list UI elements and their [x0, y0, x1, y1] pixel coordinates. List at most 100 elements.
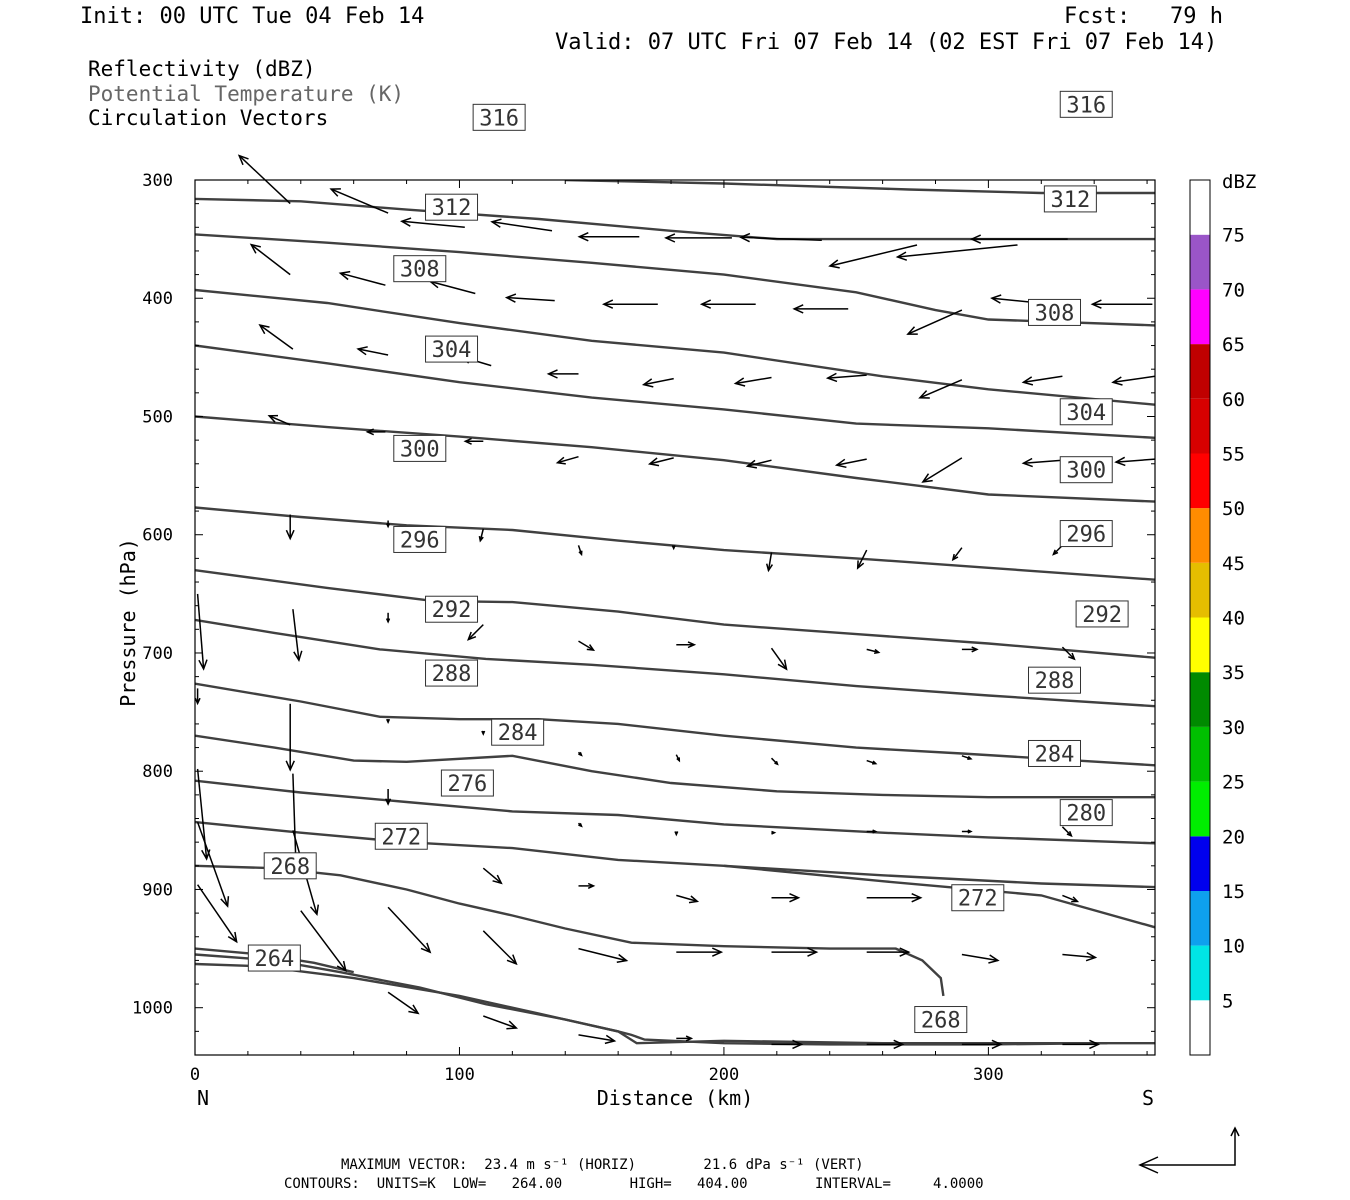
contour-label-316: 316 [479, 106, 519, 131]
contour-label-box [263, 852, 317, 880]
circulation-vector [961, 953, 1000, 964]
forecast-hour: Fcst: 79 h [1064, 4, 1223, 29]
contour-label-box [425, 659, 479, 687]
circulation-vector [866, 1039, 905, 1050]
y-tick-label: 300 [142, 171, 173, 191]
circulation-vector [329, 188, 389, 214]
circulation-vector [490, 218, 553, 232]
circulation-vector [866, 947, 911, 957]
contour-label-268: 268 [921, 1009, 961, 1034]
circulation-vector [699, 299, 756, 309]
circulation-vector [1062, 951, 1098, 962]
circulation-vector [765, 552, 774, 573]
circulation-vector [577, 822, 583, 828]
colorbar-title: dBZ [1222, 171, 1256, 193]
circulation-vector [1021, 457, 1063, 468]
circulation-vector [387, 991, 420, 1015]
contour-label-288: 288 [1035, 669, 1075, 694]
circulation-vector [647, 457, 674, 467]
y-tick-label: 900 [142, 880, 173, 900]
contour-label-box [1059, 90, 1113, 118]
circulation-vector [385, 789, 392, 806]
colorbar-bin [1190, 453, 1210, 509]
colorbar-bin [1190, 890, 1210, 946]
contour-label-box [472, 103, 526, 131]
colorbar-tick-label: 70 [1222, 279, 1245, 301]
contour-label-box [1059, 799, 1113, 827]
circulation-vector [386, 520, 391, 529]
circulation-vector [771, 947, 819, 957]
contour-label-box [1028, 298, 1082, 326]
circulation-vector [828, 244, 918, 269]
contour-label-box [247, 944, 301, 972]
contour-label-300: 300 [400, 437, 440, 462]
x-tick-label: 100 [444, 1065, 475, 1085]
circulation-vector [1061, 826, 1073, 838]
circulation-vector [676, 947, 724, 957]
circulation-vector [577, 751, 583, 757]
contour-label-280: 280 [1066, 802, 1106, 827]
circulation-vector [577, 232, 640, 242]
circulation-vector [771, 893, 801, 903]
contour-label-288: 288 [432, 662, 472, 687]
circulation-vector [961, 755, 973, 760]
circulation-vector [921, 457, 963, 483]
circulation-vector [676, 641, 697, 649]
circulation-vector [834, 458, 867, 469]
circulation-vector [641, 377, 674, 388]
contour-label-304: 304 [1066, 401, 1106, 426]
colorbar-bin [1190, 180, 1210, 235]
circulation-vector [1062, 1039, 1101, 1050]
contour-label-272: 272 [958, 887, 998, 912]
circulation-vector [676, 1035, 694, 1042]
circulation-vector [969, 234, 1068, 244]
colorbar-bin [1190, 398, 1210, 454]
contour-label-296: 296 [1066, 523, 1106, 548]
y-axis-title: Pressure (hPa) [116, 538, 140, 707]
circulation-vector [555, 455, 579, 465]
contour-label-box [1028, 739, 1082, 767]
circulation-vector [194, 688, 201, 706]
theta-contour-276 [723, 864, 1155, 929]
theta-contour-312 [195, 288, 1155, 406]
contour-label-316: 316 [1066, 93, 1106, 118]
circulation-vector [258, 324, 294, 350]
circulation-vector [578, 947, 629, 964]
y-tick-label: 800 [142, 762, 173, 782]
circulation-vector [399, 217, 465, 229]
colorbar-bin [1190, 1000, 1210, 1055]
circulation-vector [196, 593, 208, 671]
contour-label-264: 264 [254, 947, 294, 972]
colorbar-bin [1190, 234, 1210, 290]
colorbar-bin [1190, 672, 1210, 727]
theta-contour-284 [195, 734, 1155, 799]
colorbar-tick-label: 40 [1222, 608, 1245, 630]
x-tick-label: 200 [709, 1065, 740, 1085]
contour-label-box [914, 1006, 968, 1034]
contour-label-box [1059, 398, 1113, 426]
contour-label-300: 300 [1066, 459, 1106, 484]
circulation-vector [482, 930, 518, 966]
theta-contour-296 [195, 569, 1155, 659]
theta-contour-272 [195, 864, 945, 997]
circulation-vector [365, 428, 386, 436]
colorbar-tick-label: 55 [1222, 443, 1245, 465]
circulation-vector [577, 545, 583, 557]
circulation-vector [961, 646, 979, 653]
theta-contour-268 [195, 953, 1155, 1045]
circulation-vector [292, 609, 303, 663]
circulation-vector [1021, 375, 1063, 386]
field-vectors-label: Circulation Vectors [88, 106, 329, 130]
field-reflectivity-label: Reflectivity (dBZ) [88, 57, 316, 81]
theta-contour-280 [195, 779, 1155, 845]
colorbar-frame [1189, 179, 1211, 1056]
contour-label-276: 276 [448, 772, 488, 797]
circulation-vector [285, 703, 295, 772]
colorbar-tick-label: 5 [1222, 990, 1233, 1012]
circulation-vector [356, 346, 389, 356]
circulation-vector [467, 624, 484, 641]
circulation-vector [671, 545, 676, 551]
contour-label-box [1075, 600, 1129, 628]
contour-label-box [425, 193, 479, 221]
circulation-vector [1061, 646, 1076, 661]
